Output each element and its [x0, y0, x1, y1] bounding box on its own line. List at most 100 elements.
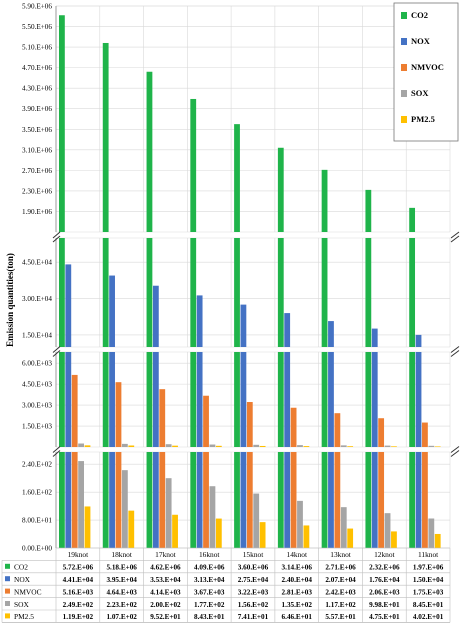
table-swatch-SOX: [5, 601, 10, 606]
table-series-label: NMVOC: [14, 587, 42, 596]
bar-CO2-13knot: [321, 238, 328, 347]
bar-CO2-16knot: [190, 98, 197, 232]
table-value: 4.64.E+03: [106, 588, 137, 596]
bar-NOX-19knot: [65, 452, 72, 548]
bar-CO2-18knot: [102, 352, 109, 447]
y-tick-label: 3.50.E+06: [22, 126, 52, 134]
break-mark: [52, 446, 61, 453]
y-tick-label: 2.40.E+02: [22, 461, 52, 469]
y-tick-label: 2.70.E+06: [22, 167, 52, 175]
bar-NOX-13knot: [328, 321, 334, 347]
bar-CO2-16knot: [190, 352, 197, 447]
bar-NOX-12knot: [371, 352, 378, 447]
table-value: 3.13.E+04: [194, 576, 225, 584]
bar-NMVOC-19knot: [71, 452, 78, 548]
chart-panels: 1.90.E+06 2.30.E+06 2.70.E+06 3.10.E+06 3.50…: [22, 3, 451, 553]
bar-PM2.5-16knot: [215, 445, 222, 447]
y-tick-label: 2.30.E+06: [22, 187, 52, 195]
x-category-label: 15knot: [243, 550, 264, 559]
bar-NOX-11knot: [415, 452, 422, 548]
bar-NOX-18knot: [109, 275, 115, 347]
table-value: 2.42.E+03: [325, 588, 356, 596]
y-tick-label: 6.00.E+03: [22, 360, 52, 368]
bar-PM2.5-18knot: [128, 510, 135, 548]
bar-SOX-12knot: [384, 445, 391, 447]
y-tick-label: 8.00.E+01: [22, 517, 52, 525]
bar-NOX-14knot: [284, 352, 291, 447]
bar-CO2-11knot: [409, 207, 416, 232]
table-value: 2.40.E+04: [282, 576, 313, 584]
bar-CO2-19knot: [59, 15, 65, 233]
table-value: 3.22.E+03: [238, 588, 269, 596]
y-tick-label: 5.10.E+06: [22, 44, 52, 52]
table-series-label: PM2.5: [14, 612, 34, 621]
bar-SOX-19knot: [78, 461, 84, 548]
legend-swatch-SOX: [401, 90, 407, 97]
legend-label-SOX: SOX: [411, 88, 429, 98]
y-tick-label: 1.90.E+06: [22, 208, 52, 216]
x-category-label: 17knot: [155, 550, 176, 559]
bar-NMVOC-12knot: [378, 418, 385, 447]
table-value: 8.43.E+01: [194, 613, 225, 621]
bar-PM2.5-17knot: [172, 445, 178, 447]
table-series-label: SOX: [14, 600, 29, 609]
bar-NOX-13knot: [328, 352, 334, 447]
bar-SOX-13knot: [340, 507, 347, 548]
bar-CO2-19knot: [59, 238, 65, 347]
y-tick-label: 4.30.E+06: [22, 85, 52, 93]
bar-NMVOC-15knot: [246, 402, 253, 447]
bar-SOX-18knot: [121, 443, 128, 447]
bar-NOX-17knot: [152, 285, 159, 347]
table-value: 4.09.E+06: [194, 564, 225, 572]
table-value: 1.50.E+04: [413, 576, 444, 584]
bar-NOX-12knot: [371, 328, 378, 347]
bar-CO2-13knot: [321, 169, 328, 232]
legend-swatch-NOX: [401, 38, 407, 45]
bar-NMVOC-15knot: [246, 452, 253, 548]
table-value: 2.32.E+06: [369, 564, 400, 572]
bar-PM2.5-16knot: [215, 518, 222, 548]
table-value: 9.98.E+01: [369, 601, 400, 609]
bar-SOX-11knot: [428, 445, 435, 447]
bar-CO2-15knot: [234, 124, 240, 232]
break-mark: [52, 346, 61, 353]
bar-PM2.5-15knot: [259, 445, 266, 447]
break-mark: [450, 231, 460, 239]
bar-NOX-15knot: [240, 304, 247, 347]
y-tick-label: 0.00.E+00: [22, 545, 52, 553]
table-value: 2.75.E+04: [238, 576, 269, 584]
break-mark: [450, 446, 460, 453]
bar-CO2-13knot: [321, 452, 328, 548]
bar-NOX-16knot: [196, 352, 203, 447]
x-category-label: 16knot: [199, 550, 220, 559]
bar-NOX-15knot: [240, 452, 247, 548]
bar-NMVOC-14knot: [290, 452, 297, 548]
x-category-label: 18knot: [111, 550, 132, 559]
bar-NOX-18knot: [109, 352, 115, 447]
bar-NMVOC-19knot: [71, 374, 78, 447]
legend-label-NOX: NOX: [411, 36, 431, 46]
break-mark: [52, 450, 61, 457]
bar-NOX-14knot: [284, 452, 291, 548]
bar-CO2-12knot: [365, 352, 372, 447]
bar-CO2-15knot: [234, 352, 240, 447]
break-mark: [450, 235, 460, 243]
bar-PM2.5-18knot: [128, 445, 135, 447]
bar-NMVOC-16knot: [203, 395, 209, 447]
y-tick-label: 3.10.E+06: [22, 146, 52, 154]
bar-SOX-16knot: [209, 486, 216, 548]
table-value: 3.14.E+06: [282, 564, 313, 572]
bar-NOX-17knot: [152, 452, 159, 548]
bar-CO2-19knot: [59, 352, 65, 447]
x-category-label: 19knot: [68, 550, 89, 559]
bar-PM2.5-13knot: [347, 446, 354, 447]
bar-CO2-13knot: [321, 352, 328, 447]
bar-NMVOC-13knot: [334, 452, 341, 548]
bar-NOX-18knot: [109, 452, 115, 548]
table-value: 4.62.E+06: [150, 564, 181, 572]
x-category-label: 13knot: [330, 550, 351, 559]
bar-CO2-18knot: [102, 238, 109, 347]
bar-CO2-11knot: [409, 452, 416, 548]
bar-PM2.5-14knot: [303, 525, 310, 548]
